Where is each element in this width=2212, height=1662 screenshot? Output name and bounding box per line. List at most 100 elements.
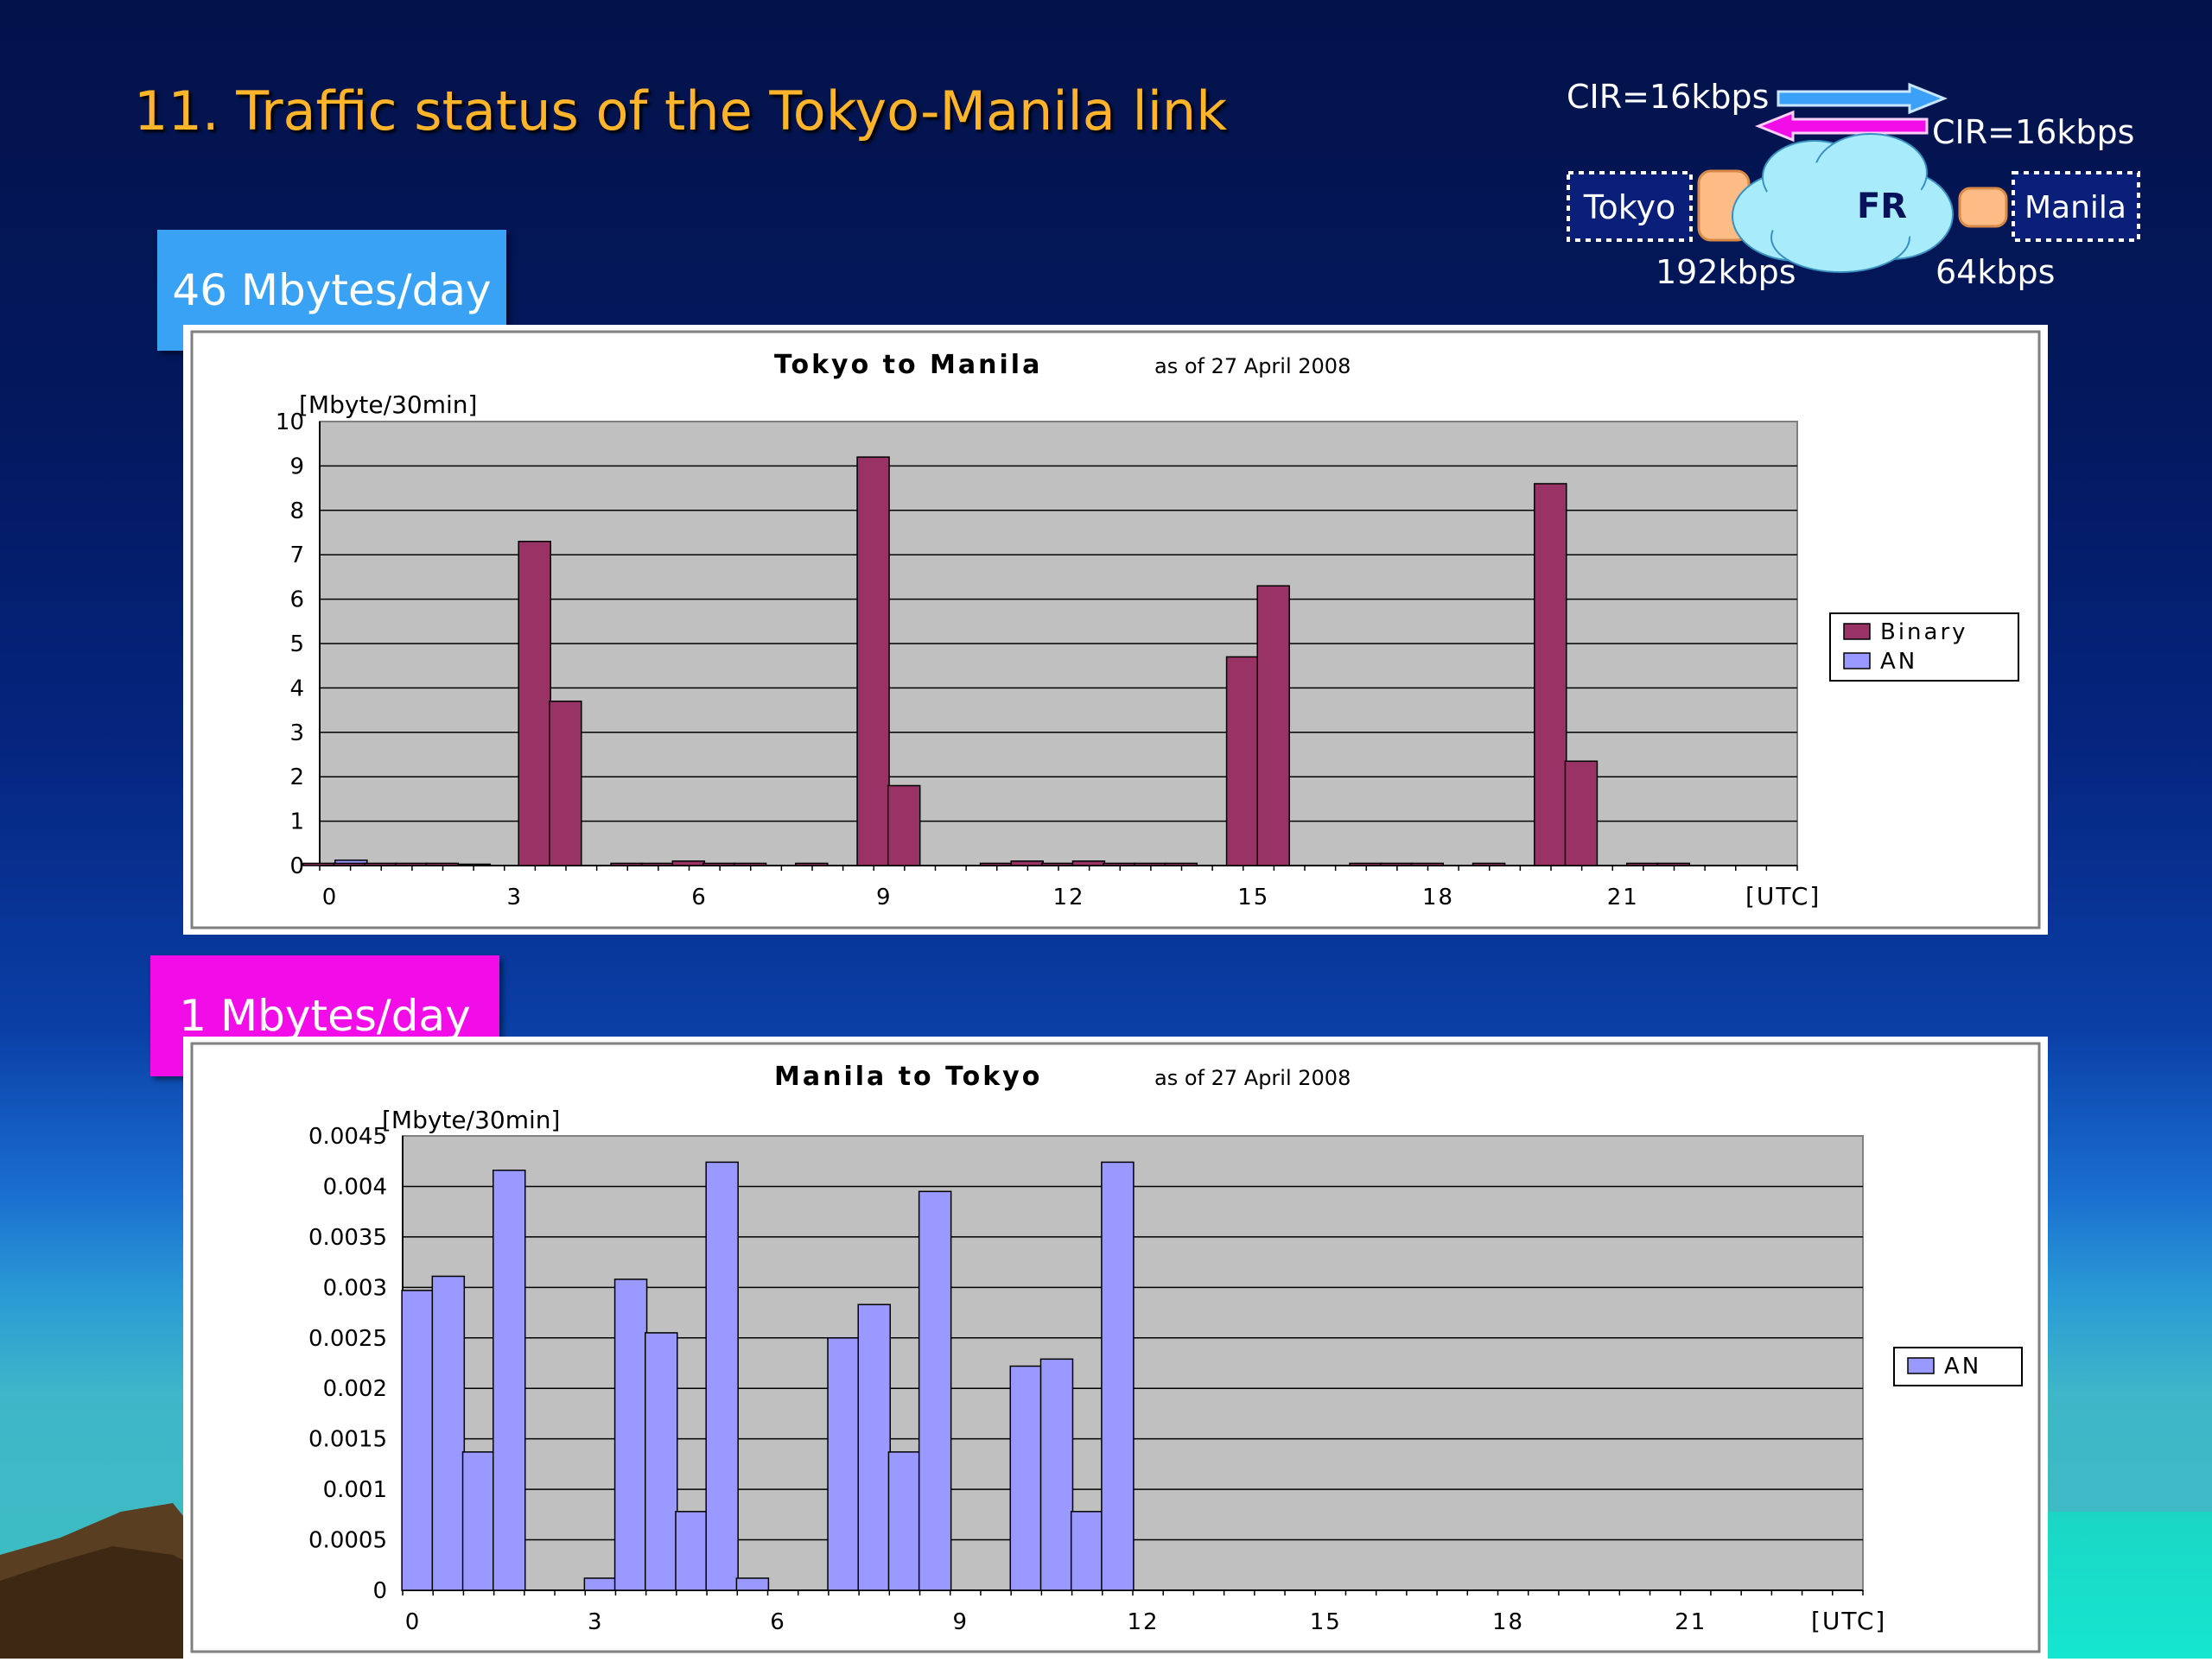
bar-binary [364, 862, 397, 866]
bar-binary [1534, 483, 1567, 866]
bar-an [918, 1190, 952, 1591]
bar-binary [1256, 585, 1290, 866]
bar-an [583, 1577, 618, 1591]
y-tick-label: 0 [289, 853, 304, 879]
chart-title: Manila to Tokyo [774, 1062, 1042, 1092]
y-tick-label: 4 [289, 676, 304, 701]
bar-binary [702, 862, 736, 866]
bar-binary [1133, 862, 1167, 866]
y-tick-label: 5 [289, 631, 304, 657]
chart-panel-tokyo-to-manila: Tokyo to Manila as of 27 April 2008 [Mbyte… [183, 325, 2048, 935]
bar-an [492, 1169, 526, 1591]
bar-binary [1041, 862, 1075, 866]
bar-binary [979, 862, 1014, 866]
chart-subtitle: as of 27 April 2008 [1154, 354, 1351, 378]
bar-binary [1349, 862, 1382, 866]
y-tick-label: 0.0045 [308, 1124, 387, 1150]
y-tick-label: 9 [289, 454, 304, 479]
y-tick-label: 10 [276, 409, 304, 435]
arrow-right-icon [1777, 82, 1948, 115]
bar-binary [1103, 862, 1136, 866]
y-tick-label: 6 [289, 587, 304, 613]
cloud-icon [1732, 133, 1954, 273]
bar-binary [1164, 862, 1198, 866]
bar-an [401, 1290, 435, 1591]
bar-binary [1379, 862, 1414, 866]
bar-an [457, 863, 492, 866]
x-tick-label: 3 [506, 885, 523, 910]
manila-label: Manila [2024, 190, 2126, 225]
bar-binary [795, 862, 829, 866]
tokyo-label: Tokyo [1583, 188, 1675, 226]
teal-decoration [2048, 1512, 2212, 1659]
manila-box [2012, 171, 2140, 242]
cir-bottom-label: CIR=16kbps [1932, 113, 2134, 151]
bar-an [645, 1332, 678, 1591]
x-tick-label: 21 [1607, 885, 1639, 910]
x-tick-label: 12 [1127, 1609, 1159, 1635]
bar-an [735, 1577, 770, 1591]
bar-binary [1656, 862, 1691, 866]
slide-title: 11. Traffic status of the Tokyo-Manila l… [134, 79, 1228, 143]
x-tick-label: 9 [876, 885, 893, 910]
bar-an [613, 1278, 648, 1591]
y-tick-label: 0.0035 [308, 1225, 387, 1251]
tokyo-box [1567, 171, 1693, 242]
x-axis-label: [UTC] [1745, 882, 1821, 910]
legend-swatch [1907, 1357, 1935, 1374]
y-tick-label: 0.0005 [308, 1528, 387, 1554]
chart-tokyo-to-manila: Tokyo to Manila as of 27 April 2008 [Mbyte… [190, 330, 2041, 929]
callout-text: 46 Mbytes/day [172, 265, 492, 315]
legend-label: AN [1880, 649, 1917, 675]
bar-binary [425, 862, 460, 866]
bar-an [1039, 1358, 1074, 1591]
x-tick-label: 3 [588, 1609, 604, 1635]
bar-binary [1625, 862, 1660, 866]
bar-an [857, 1304, 891, 1591]
x-tick-label: 18 [1422, 885, 1454, 910]
y-axis-label: [Mbyte/30min] [382, 1106, 560, 1134]
bar-an [431, 1275, 466, 1591]
bar-binary [1010, 860, 1044, 866]
legend-label: Binary [1880, 619, 1968, 645]
chart-title: Tokyo to Manila [774, 350, 1042, 380]
bar-an [675, 1511, 709, 1591]
mountain-decoration [0, 1503, 207, 1659]
bar-binary [610, 862, 644, 866]
x-axis-label: [UTC] [1811, 1607, 1886, 1635]
chart-panel-manila-to-tokyo: Manila to Tokyo as of 27 April 2008 [Mbyte… [183, 1037, 2048, 1659]
bar-an [1009, 1365, 1044, 1591]
x-tick-label: 6 [770, 1609, 786, 1635]
x-tick-label: 0 [322, 885, 339, 910]
y-tick-label: 7 [289, 542, 304, 568]
bar-an [1070, 1511, 1104, 1591]
bar-binary [671, 860, 706, 866]
x-tick-label: 15 [1237, 885, 1269, 910]
bar-an [887, 1451, 922, 1591]
bar-binary [733, 862, 767, 866]
x-tick-label: 9 [952, 1609, 969, 1635]
chart-subtitle: as of 27 April 2008 [1154, 1066, 1351, 1090]
bar-binary [333, 862, 367, 866]
callout-text: 1 Mbytes/day [179, 991, 471, 1041]
x-tick-label: 18 [1492, 1609, 1524, 1635]
bar-binary [549, 701, 582, 866]
arrow-left-icon [1754, 110, 1929, 143]
y-tick-label: 2 [289, 764, 304, 790]
y-tick-label: 3 [289, 720, 304, 746]
bar-binary [640, 862, 675, 866]
y-tick-label: 0.0025 [308, 1326, 387, 1352]
x-tick-label: 12 [1052, 885, 1084, 910]
y-tick-label: 8 [289, 498, 304, 524]
bar-binary [887, 784, 921, 866]
bar-binary [518, 541, 551, 866]
manila-rate-label: 64kbps [1936, 253, 2055, 291]
bar-binary [394, 862, 429, 866]
y-tick-label: 0 [372, 1578, 387, 1604]
bar-binary [1225, 656, 1260, 866]
chart-manila-to-tokyo: Manila to Tokyo as of 27 April 2008 [Mbyte… [190, 1042, 2041, 1653]
bar-binary [302, 862, 336, 866]
bar-an [705, 1161, 739, 1591]
x-tick-label: 6 [691, 885, 708, 910]
bar-binary [1564, 760, 1599, 866]
